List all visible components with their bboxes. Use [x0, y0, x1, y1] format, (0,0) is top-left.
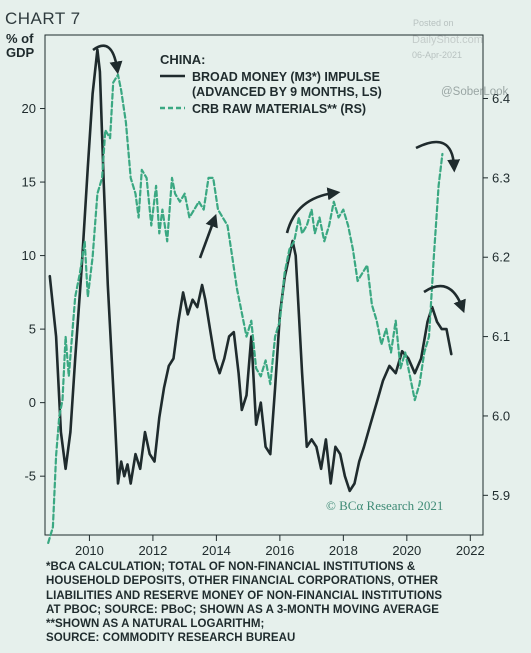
arrow-2021-money-peak [423, 284, 466, 314]
y-right-tick-label: 5.9 [492, 488, 510, 503]
credit: © BCα Research 2021 [326, 498, 443, 513]
y-left-axis-label: % of GDP [6, 31, 35, 60]
series-line-money [48, 48, 453, 493]
x-tick-label: 2020 [392, 543, 421, 558]
y-left-axis: -5 0 5 10 15 20 [22, 101, 45, 484]
legend-title: CHINA: [160, 52, 206, 67]
watermark: Posted on DailyShot.com 06-Apr-2021 @Sob… [412, 18, 509, 98]
x-tick-label: 2016 [265, 543, 294, 558]
y-left-tick-label: 0 [29, 395, 36, 410]
footnote-line-4: AT PBOC; SOURCE: PBoC; SHOWN AS A 3-MONT… [46, 603, 439, 616]
watermark-posted-on: Posted on [413, 18, 454, 28]
y-left-tick-label: -5 [24, 469, 36, 484]
arrow-2016-rise [285, 187, 341, 234]
arrow-2010-peak [92, 44, 123, 75]
y-left-label-line-1: % of [6, 31, 34, 46]
y-right-tick-label: 6.2 [492, 250, 510, 265]
x-axis: 2010 2012 2014 2016 2018 2020 2022 [75, 535, 485, 558]
footnote-line-2: HOUSEHOLD DEPOSITS, OTHER FINANCIAL CORP… [46, 575, 439, 588]
footnote-line-5: **SHOWN AS A NATURAL LOGARITHM; [46, 618, 265, 631]
y-right-tick-label: 6.4 [492, 91, 510, 106]
x-tick-label: 2012 [138, 543, 167, 558]
x-tick-label: 2014 [202, 543, 231, 558]
footnote-line-6: SOURCE: COMMODITY RESEARCH BUREAU [46, 632, 296, 645]
annotation-arrows [92, 44, 466, 314]
watermark-site: DailyShot.com [412, 34, 483, 46]
y-right-tick-label: 6.1 [492, 329, 510, 344]
watermark-date: 06-Apr-2021 [412, 50, 462, 60]
y-left-tick-label: 15 [22, 175, 36, 190]
watermark-handle: @SoberLook [441, 86, 509, 98]
footnote-line-1: *BCA CALCULATION; TOTAL OF NON-FINANCIAL… [46, 561, 416, 573]
footnotes: *BCA CALCULATION; TOTAL OF NON-FINANCIAL… [46, 560, 526, 646]
y-left-label-line-2: GDP [6, 45, 35, 60]
y-left-tick-label: 5 [29, 322, 36, 337]
y-right-axis: 5.9 6.0 6.1 6.2 6.3 6.4 [483, 91, 510, 503]
x-tick-label: 2022 [456, 543, 485, 558]
legend: CHINA: BROAD MONEY (M3*) IMPULSE (ADVANC… [160, 52, 382, 116]
series-layer [47, 48, 453, 544]
y-left-tick-label: 10 [22, 248, 36, 263]
x-tick-label: 2018 [329, 543, 358, 558]
y-right-tick-label: 6.3 [492, 170, 510, 185]
legend-label-money: BROAD MONEY (M3*) IMPULSE [192, 70, 380, 84]
y-left-tick-label: 20 [22, 101, 36, 116]
footnote-line-3: LIABILITIES AND RESERVE MONEY OF NON-FIN… [46, 589, 443, 602]
y-right-tick-label: 6.0 [492, 408, 510, 423]
chart-label: CHART 7 [5, 9, 81, 28]
arrow-2013-rise [198, 213, 218, 259]
legend-label-crb: CRB RAW MATERIALS** (RS) [192, 102, 366, 116]
x-tick-label: 2010 [75, 543, 104, 558]
arrow-2021-crb-peak [415, 140, 461, 173]
plot-frame [44, 34, 484, 536]
series-line-crb [47, 73, 444, 544]
legend-label-money-line-2: (ADVANCED BY 9 MONTHS, LS) [192, 85, 382, 99]
